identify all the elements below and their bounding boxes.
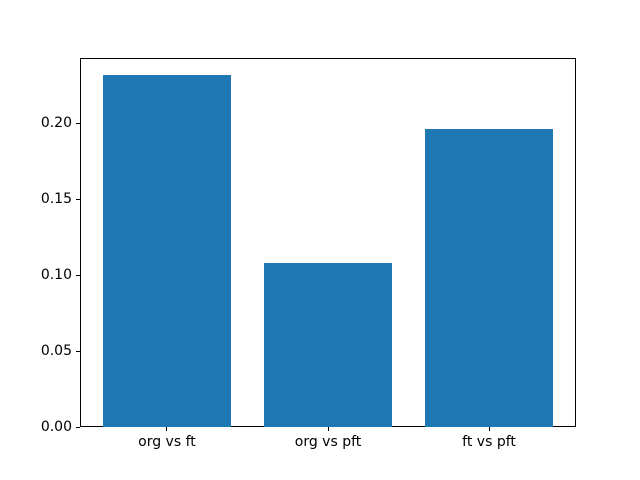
bar-org-vs-ft bbox=[102, 74, 232, 428]
y-tick-mark bbox=[76, 274, 80, 276]
y-tick-label: 0.05 bbox=[40, 343, 72, 360]
bar-ft-vs-pft bbox=[424, 129, 554, 428]
y-tick-mark bbox=[76, 426, 80, 428]
y-tick-mark bbox=[76, 198, 80, 200]
y-tick-label: 0.15 bbox=[40, 191, 72, 208]
x-tick-label-org-vs-pft: org vs pft bbox=[294, 434, 362, 451]
y-tick-label: 0.10 bbox=[40, 267, 72, 284]
x-tick-mark bbox=[166, 427, 168, 432]
x-tick-mark bbox=[488, 427, 490, 432]
x-tick-mark bbox=[327, 427, 329, 432]
y-tick-label: 0.20 bbox=[40, 115, 72, 132]
x-tick-label-ft-vs-pft: ft vs pft bbox=[462, 434, 516, 451]
y-tick-mark bbox=[76, 350, 80, 352]
y-tick-label: 0.00 bbox=[40, 419, 72, 436]
bar-org-vs-pft bbox=[263, 263, 393, 428]
x-tick-label-org-vs-ft: org vs ft bbox=[138, 434, 196, 451]
y-tick-mark bbox=[76, 122, 80, 124]
